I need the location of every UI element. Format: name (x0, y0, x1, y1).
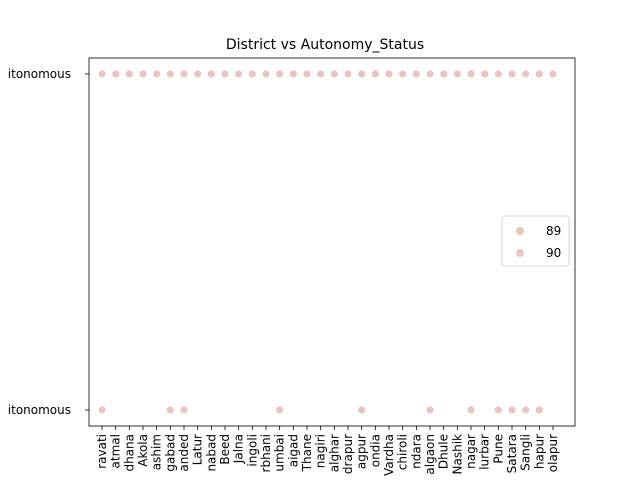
data-point (276, 70, 284, 78)
data-point (194, 70, 202, 78)
data-point (344, 70, 352, 78)
x-tick-label: Thane (300, 434, 314, 472)
data-point (467, 406, 475, 414)
legend: 89 90 (501, 215, 570, 267)
x-tick-label: alghar (327, 434, 341, 472)
data-point (303, 70, 311, 78)
data-point (180, 70, 188, 78)
x-tick-label: Satara (505, 434, 519, 473)
data-point (426, 70, 434, 78)
x-tick-label: umbai (273, 434, 287, 472)
data-point (112, 70, 120, 78)
data-point (535, 70, 543, 78)
data-point (248, 70, 256, 78)
data-point (125, 70, 133, 78)
data-point (508, 70, 516, 78)
x-tick-label: Akola (136, 434, 150, 467)
data-point (289, 70, 297, 78)
x-tick-label: Nashik (450, 434, 464, 475)
x-tick-label: aigad (286, 434, 300, 467)
data-point (494, 70, 502, 78)
data-point (166, 406, 174, 414)
data-point (453, 70, 461, 78)
x-tick-label: agpur (355, 434, 369, 469)
data-point (98, 406, 106, 414)
x-tick-label: ingoli (245, 434, 259, 467)
y-axis: itonomous itonomous (8, 67, 89, 417)
data-point (508, 406, 516, 414)
data-point (207, 70, 215, 78)
x-tick-label: ravati (95, 434, 109, 469)
x-tick-label: Jalna (232, 434, 246, 464)
data-points (98, 70, 557, 414)
data-point (317, 70, 325, 78)
data-point (358, 406, 366, 414)
x-tick-label: chiroli (396, 434, 410, 470)
x-tick-label: ashim (150, 434, 164, 470)
data-point (412, 70, 420, 78)
data-point (549, 70, 557, 78)
x-tick-label: gabad (163, 434, 177, 472)
data-point (153, 70, 161, 78)
x-tick-label: nagar (464, 434, 478, 469)
legend-label: 89 (546, 224, 561, 238)
x-tick-label: algaon (423, 434, 437, 475)
x-tick-label: Vardha (382, 434, 396, 476)
data-point (98, 70, 106, 78)
data-point (535, 406, 543, 414)
x-axis: ravati atmal dhana Akola ashim gabad anded Latu… (95, 426, 560, 476)
x-tick-label: Sangli (519, 434, 533, 471)
data-point (139, 70, 147, 78)
data-point (522, 406, 530, 414)
data-point (522, 70, 530, 78)
data-point (221, 70, 229, 78)
plot-frame (88, 57, 576, 427)
data-point (426, 406, 434, 414)
x-tick-label: olapur (546, 434, 560, 472)
x-tick-label: nabad (204, 434, 218, 472)
data-point (330, 70, 338, 78)
x-tick-label: hapur (532, 434, 546, 469)
x-tick-label: Latur (191, 434, 205, 465)
x-tick-label: rbhani (259, 434, 273, 472)
data-point (399, 70, 407, 78)
x-tick-label: ondia (368, 434, 382, 467)
y-tick-label: itonomous (8, 403, 71, 417)
data-point (494, 406, 502, 414)
x-tick-label: anded (177, 434, 191, 472)
x-tick-label: Beed (218, 434, 232, 465)
data-point (385, 70, 393, 78)
data-point (371, 70, 379, 78)
x-tick-label: Pune (491, 434, 505, 464)
x-tick-label: Dhule (437, 434, 451, 469)
x-tick-label: ndara (409, 434, 423, 469)
x-tick-label: atmal (109, 434, 123, 468)
x-tick-label: lurbar (478, 434, 492, 470)
legend-marker (516, 227, 524, 235)
data-point (358, 70, 366, 78)
x-tick-label: drapur (341, 434, 355, 474)
legend-label: 90 (546, 246, 561, 260)
y-tick-label: itonomous (8, 67, 71, 81)
data-point (166, 70, 174, 78)
legend-marker (516, 249, 524, 257)
data-point (180, 406, 188, 414)
data-point (440, 70, 448, 78)
data-point (276, 406, 284, 414)
data-point (467, 70, 475, 78)
chart-title: District vs Autonomy_Status (226, 37, 424, 53)
x-tick-label: dhana (122, 434, 136, 472)
data-point (235, 70, 243, 78)
data-point (262, 70, 270, 78)
data-point (481, 70, 489, 78)
x-tick-label: nagiri (314, 434, 328, 468)
